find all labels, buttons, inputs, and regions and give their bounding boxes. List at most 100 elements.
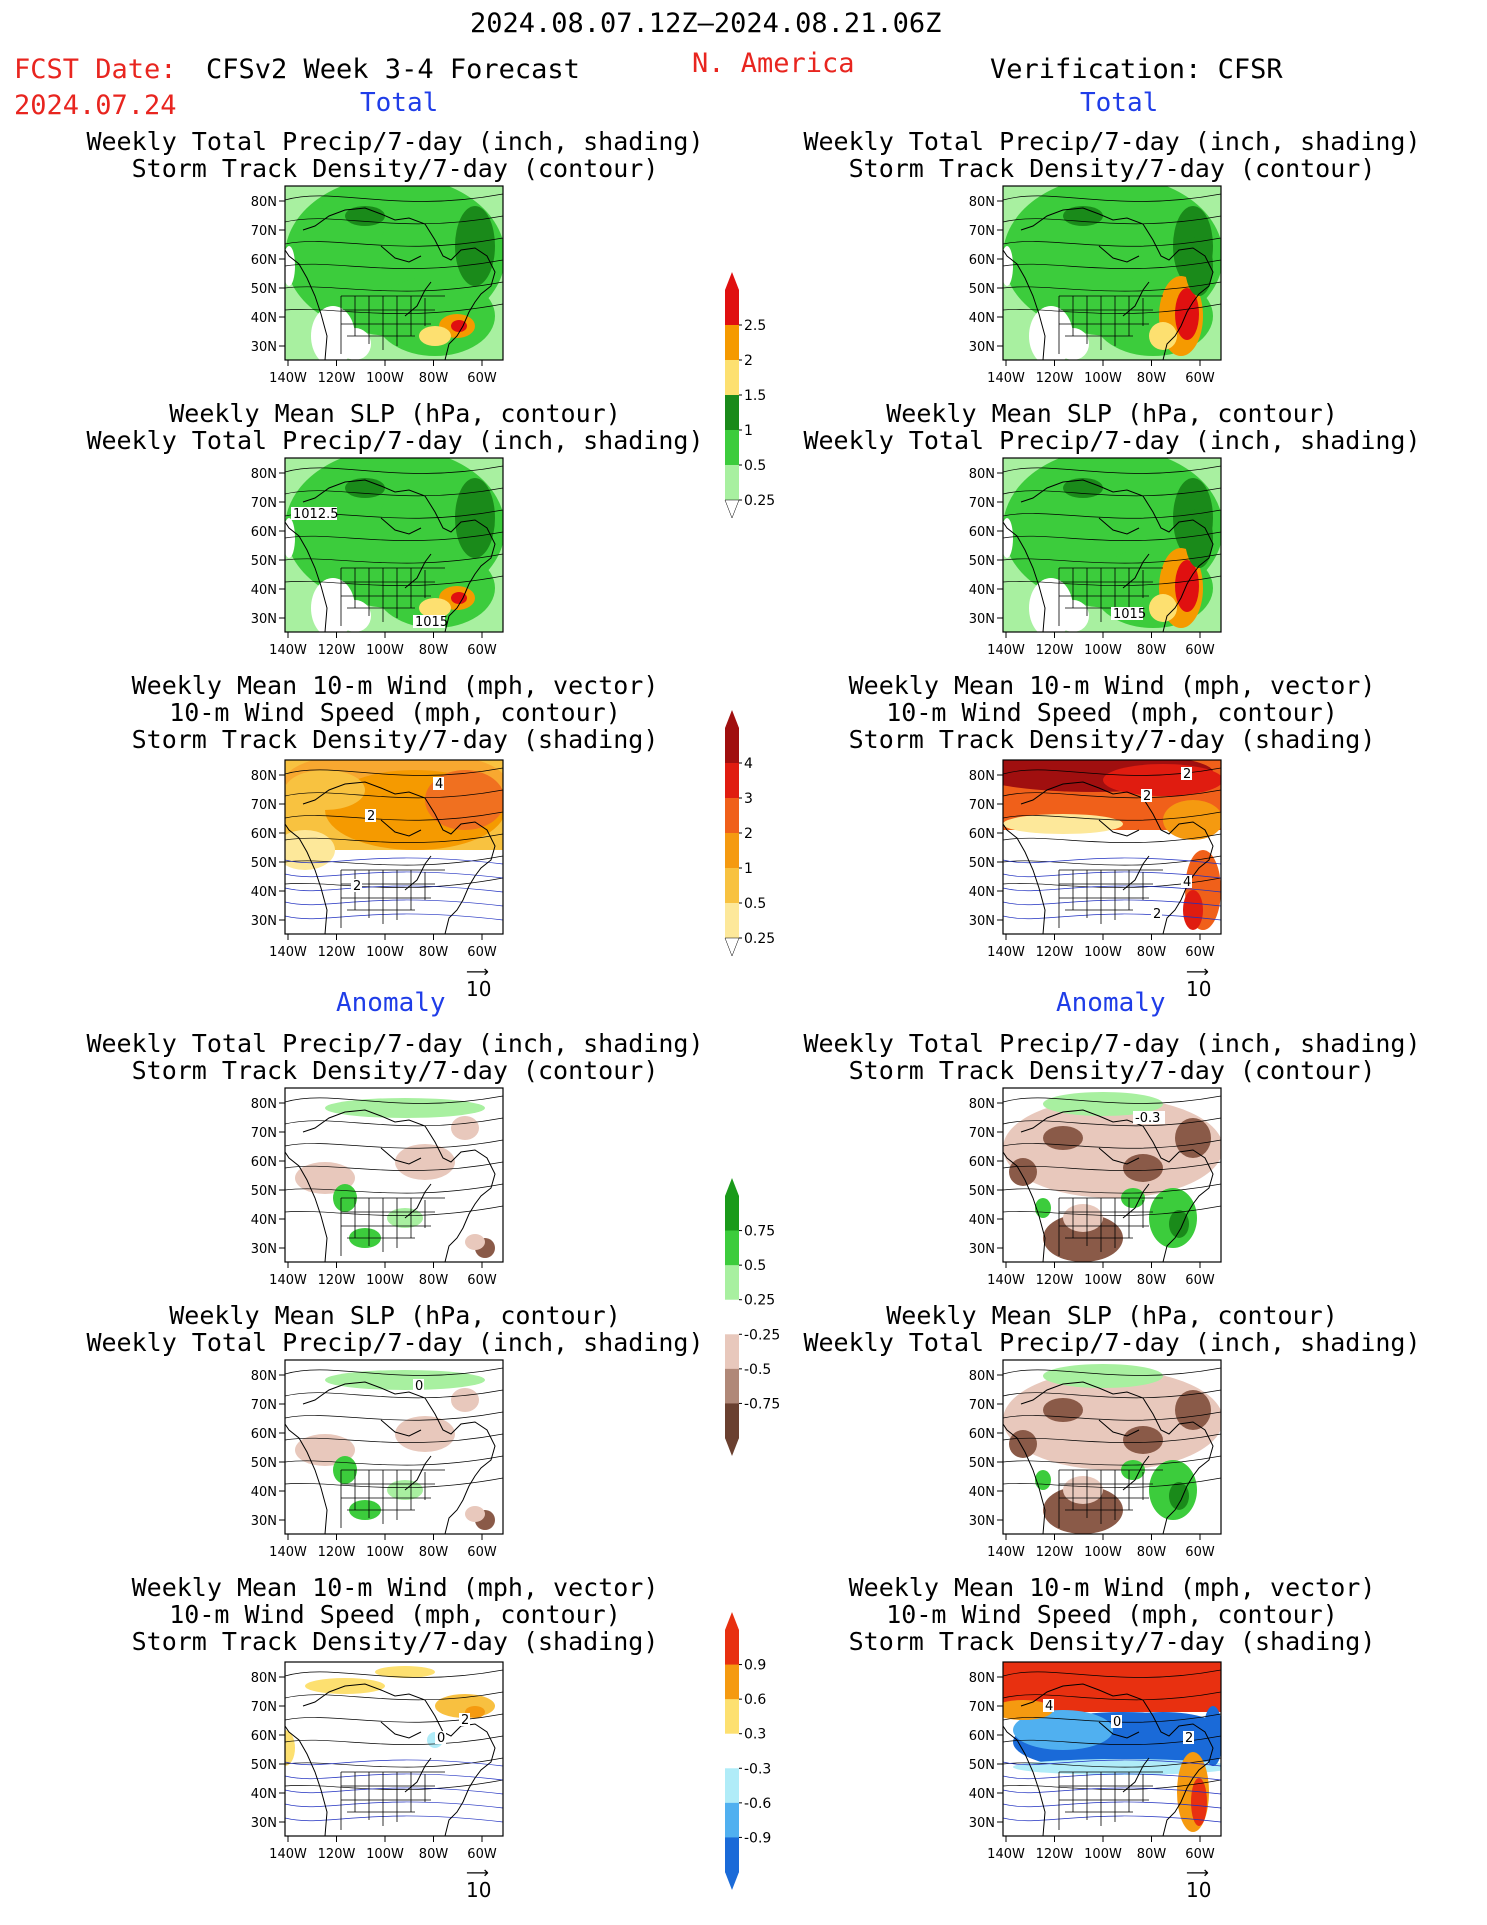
contour-label: 0 — [415, 1379, 423, 1394]
lat-tick-label: 40N — [969, 1787, 995, 1802]
title-line: Weekly Total Precip/7-day (inch, shading… — [86, 1328, 704, 1357]
lon-tick-label: 120W — [318, 945, 356, 960]
lon-tick-label: 60W — [1185, 1847, 1215, 1862]
contour-label: 1015 — [415, 615, 448, 630]
lon-tick-label: 80W — [419, 1545, 449, 1560]
lat-tick-label: 60N — [969, 1729, 995, 1744]
lat-tick-label: 80N — [251, 1369, 277, 1384]
title-line: Weekly Mean 10-m Wind (mph, vector) — [848, 671, 1376, 700]
lat-tick-label: 40N — [251, 1787, 277, 1802]
lat-tick-label: 40N — [251, 1485, 277, 1500]
map-fc-total-precip: 80N 70N 60N 50N 40N 30N 140W 120W 100W 80W 60W — [219, 172, 519, 390]
lon-tick-label: 60W — [1185, 643, 1215, 658]
lat-tick-label: 70N — [251, 1398, 277, 1413]
lon-tick-label: 120W — [1036, 1847, 1074, 1862]
lat-tick-label: 60N — [251, 1729, 277, 1744]
title-line: Weekly Mean SLP (hPa, contour) — [886, 399, 1338, 428]
lon-tick-label: 80W — [419, 1273, 449, 1288]
colorbar-label: 4 — [744, 756, 753, 772]
lat-tick-label: 80N — [251, 467, 277, 482]
lon-tick-label: 100W — [366, 1545, 404, 1560]
vector-ref-fc-anom: ⟶ 10 — [466, 1863, 492, 1903]
map-fc-anom-wind: 80N 70N 60N 50N 40N 30N 140W 120W 100W 80W 60W 2 0 — [219, 1648, 519, 1866]
title-ver-total-slp: Weekly Mean SLP (hPa, contour) Weekly Tot… — [762, 400, 1462, 454]
lon-tick-label: 80W — [1137, 643, 1167, 658]
title-line: 10-m Wind Speed (mph, contour) — [886, 1600, 1338, 1629]
title-line: Weekly Mean SLP (hPa, contour) — [169, 399, 621, 428]
lat-tick-label: 30N — [251, 612, 277, 627]
title-line: Storm Track Density/7-day (contour) — [848, 1056, 1376, 1085]
vector-ref-ver-total: ⟶ 10 — [1186, 962, 1212, 1002]
lat-tick-label: 40N — [969, 1485, 995, 1500]
lat-tick-label: 80N — [969, 467, 995, 482]
lon-tick-label: 60W — [467, 1847, 497, 1862]
lat-tick-label: 50N — [969, 1456, 995, 1471]
lon-tick-label: 120W — [1036, 1273, 1074, 1288]
lat-tick-label: 70N — [969, 1126, 995, 1141]
lon-tick-label: 60W — [467, 371, 497, 386]
lat-tick-label: 40N — [969, 885, 995, 900]
colorbar-label: 0.5 — [744, 1258, 766, 1274]
fcst-date-value: 2024.07.24 — [14, 90, 177, 121]
colorbar-label: 1.5 — [744, 388, 766, 404]
lon-tick-label: 80W — [419, 643, 449, 658]
lat-tick-label: 30N — [969, 1514, 995, 1529]
lon-tick-label: 60W — [1185, 945, 1215, 960]
lat-tick-label: 70N — [969, 1398, 995, 1413]
lat-tick-label: 40N — [969, 583, 995, 598]
lon-tick-label: 140W — [269, 1273, 307, 1288]
lat-tick-label: 60N — [251, 525, 277, 540]
lat-tick-label: 80N — [969, 769, 995, 784]
lat-tick-label: 50N — [251, 282, 277, 297]
title-fc-anom-precip: Weekly Total Precip/7-day (inch, shading… — [45, 1030, 745, 1084]
lat-tick-label: 30N — [251, 1514, 277, 1529]
lat-tick-label: 50N — [251, 554, 277, 569]
title-line: Weekly Total Precip/7-day (inch, shading… — [86, 1029, 704, 1058]
title-fc-total-precip: Weekly Total Precip/7-day (inch, shading… — [45, 128, 745, 182]
title-line: Storm Track Density/7-day (contour) — [131, 154, 659, 183]
title-line: Storm Track Density/7-day (shading) — [131, 1627, 659, 1656]
lon-tick-label: 60W — [467, 1273, 497, 1288]
lat-tick-label: 80N — [969, 195, 995, 210]
section-total-verification: Total — [1080, 88, 1159, 118]
date-range: 2024.08.07.12Z–2024.08.21.06Z — [470, 8, 942, 39]
colorbar-label: -0.5 — [744, 1362, 771, 1378]
lat-tick-label: 80N — [969, 1369, 995, 1384]
lon-tick-label: 100W — [366, 643, 404, 658]
title-line: Weekly Total Precip/7-day (inch, shading… — [86, 127, 704, 156]
lon-tick-label: 120W — [318, 1847, 356, 1862]
lat-tick-label: 60N — [969, 525, 995, 540]
colorbar-label: 0.3 — [744, 1727, 766, 1743]
lon-tick-label: 140W — [269, 945, 307, 960]
lat-tick-label: 60N — [969, 1427, 995, 1442]
lon-tick-label: 140W — [269, 643, 307, 658]
colorbar-label: 2 — [744, 353, 753, 369]
fcst-date-label: FCST Date: — [14, 54, 177, 85]
lat-tick-label: 70N — [969, 798, 995, 813]
lat-tick-label: 30N — [969, 340, 995, 355]
lon-tick-label: 60W — [1185, 371, 1215, 386]
lon-tick-label: 120W — [1036, 371, 1074, 386]
lon-tick-label: 140W — [269, 1847, 307, 1862]
lat-tick-label: 50N — [251, 856, 277, 871]
colorbar-label: -0.3 — [744, 1761, 771, 1777]
lat-tick-label: 70N — [251, 496, 277, 511]
lat-tick-label: 40N — [969, 1213, 995, 1228]
contour-label: 4 — [435, 777, 443, 792]
lon-tick-label: 100W — [366, 1847, 404, 1862]
lon-tick-label: 80W — [419, 945, 449, 960]
vector-ref-ver-anom: ⟶ 10 — [1186, 1863, 1212, 1903]
lat-tick-label: 50N — [969, 1184, 995, 1199]
contour-label: -0.3 — [1135, 1111, 1160, 1126]
lat-tick-label: 40N — [251, 1213, 277, 1228]
lon-tick-label: 120W — [318, 643, 356, 658]
lat-tick-label: 70N — [251, 224, 277, 239]
colorbar-wind-anom: 0.9 0.6 0.3 -0.3 -0.6 -0.9 — [717, 1608, 787, 1920]
lon-tick-label: 100W — [1084, 1273, 1122, 1288]
contour-label: 2 — [1183, 767, 1191, 782]
lat-tick-label: 80N — [251, 1097, 277, 1112]
lat-tick-label: 50N — [251, 1758, 277, 1773]
lat-tick-label: 80N — [251, 1671, 277, 1686]
lon-tick-label: 80W — [1137, 371, 1167, 386]
lon-tick-label: 80W — [419, 371, 449, 386]
